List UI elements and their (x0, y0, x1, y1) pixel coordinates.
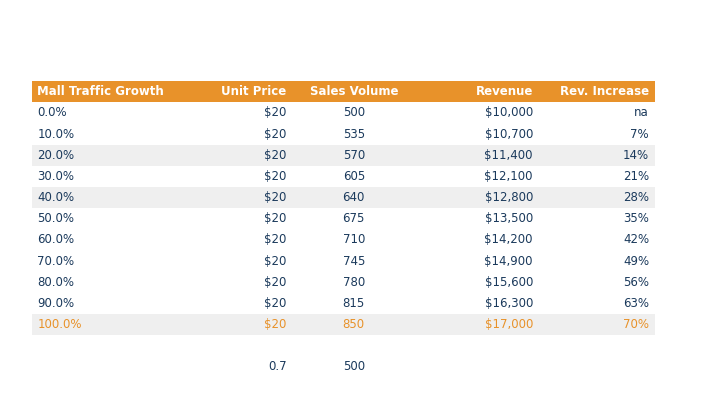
Text: 90.0%: 90.0% (37, 297, 75, 310)
Text: Sales Volume: Sales Volume (310, 85, 398, 98)
Text: 745: 745 (343, 255, 365, 268)
Text: 14%: 14% (623, 149, 649, 162)
Text: Sensitivity Analysis Table: Sensitivity Analysis Table (49, 44, 240, 57)
Text: $20: $20 (264, 255, 287, 268)
Text: $20: $20 (264, 191, 287, 204)
Text: 20.0%: 20.0% (37, 149, 75, 162)
Bar (32, 187, 655, 208)
Text: $14,900: $14,900 (484, 255, 533, 268)
Text: 80.0%: 80.0% (37, 275, 75, 288)
Text: 780: 780 (343, 275, 365, 288)
Text: $20: $20 (264, 128, 287, 141)
Text: 850: 850 (343, 318, 365, 331)
Text: 56%: 56% (623, 275, 649, 288)
Text: $11,400: $11,400 (484, 149, 533, 162)
Text: 63%: 63% (623, 297, 649, 310)
Text: 42%: 42% (623, 233, 649, 246)
Text: 815: 815 (343, 297, 365, 310)
Bar (32, 314, 655, 335)
Text: $12,100: $12,100 (484, 170, 533, 183)
Text: $20: $20 (264, 170, 287, 183)
Bar (32, 103, 655, 123)
Text: 675: 675 (343, 212, 365, 225)
Text: 40.0%: 40.0% (37, 191, 75, 204)
Bar (32, 250, 655, 272)
Text: 7%: 7% (631, 128, 649, 141)
Bar (32, 123, 655, 145)
Text: $12,800: $12,800 (484, 191, 533, 204)
Text: $15,600: $15,600 (484, 275, 533, 288)
Bar (32, 229, 655, 250)
Text: 49%: 49% (623, 255, 649, 268)
Text: $20: $20 (264, 318, 287, 331)
Text: 535: 535 (343, 128, 365, 141)
Text: Revenue: Revenue (476, 85, 533, 98)
Text: 710: 710 (343, 233, 365, 246)
Text: $20: $20 (264, 275, 287, 288)
Text: 21%: 21% (623, 170, 649, 183)
Text: 500: 500 (343, 360, 365, 373)
Bar (32, 208, 655, 229)
Text: 60.0%: 60.0% (37, 233, 75, 246)
Text: 640: 640 (343, 191, 365, 204)
Text: Mall Traffic Growth: Mall Traffic Growth (37, 85, 164, 98)
Text: 570: 570 (343, 149, 365, 162)
Text: $20: $20 (264, 212, 287, 225)
Text: $13,500: $13,500 (484, 212, 533, 225)
Text: $14,200: $14,200 (484, 233, 533, 246)
Text: $16,300: $16,300 (484, 297, 533, 310)
Text: 28%: 28% (623, 191, 649, 204)
Text: © Corporate Finance Institute®. All rights reserved.: © Corporate Finance Institute®. All righ… (8, 8, 245, 17)
Text: $10,000: $10,000 (484, 107, 533, 119)
Text: $20: $20 (264, 233, 287, 246)
Text: 70.0%: 70.0% (37, 255, 75, 268)
Text: Rev. Increase: Rev. Increase (560, 85, 649, 98)
Text: 30.0%: 30.0% (37, 170, 75, 183)
Text: $17,000: $17,000 (484, 318, 533, 331)
Text: 0.0%: 0.0% (37, 107, 67, 119)
Text: 0.7: 0.7 (268, 360, 287, 373)
Bar (32, 81, 655, 103)
Bar (32, 145, 655, 166)
Text: na: na (634, 107, 649, 119)
Text: 35%: 35% (623, 212, 649, 225)
Text: 10.0%: 10.0% (37, 128, 75, 141)
Text: $20: $20 (264, 297, 287, 310)
Text: 70%: 70% (623, 318, 649, 331)
Bar (32, 272, 655, 293)
Text: Unit Price: Unit Price (221, 85, 287, 98)
Text: 500: 500 (343, 107, 365, 119)
Text: $10,700: $10,700 (484, 128, 533, 141)
Text: 605: 605 (343, 170, 365, 183)
Bar (32, 166, 655, 187)
Text: $20: $20 (264, 149, 287, 162)
Bar (32, 293, 655, 314)
Text: $20: $20 (264, 107, 287, 119)
Text: 50.0%: 50.0% (37, 212, 75, 225)
Text: 100.0%: 100.0% (37, 318, 82, 331)
